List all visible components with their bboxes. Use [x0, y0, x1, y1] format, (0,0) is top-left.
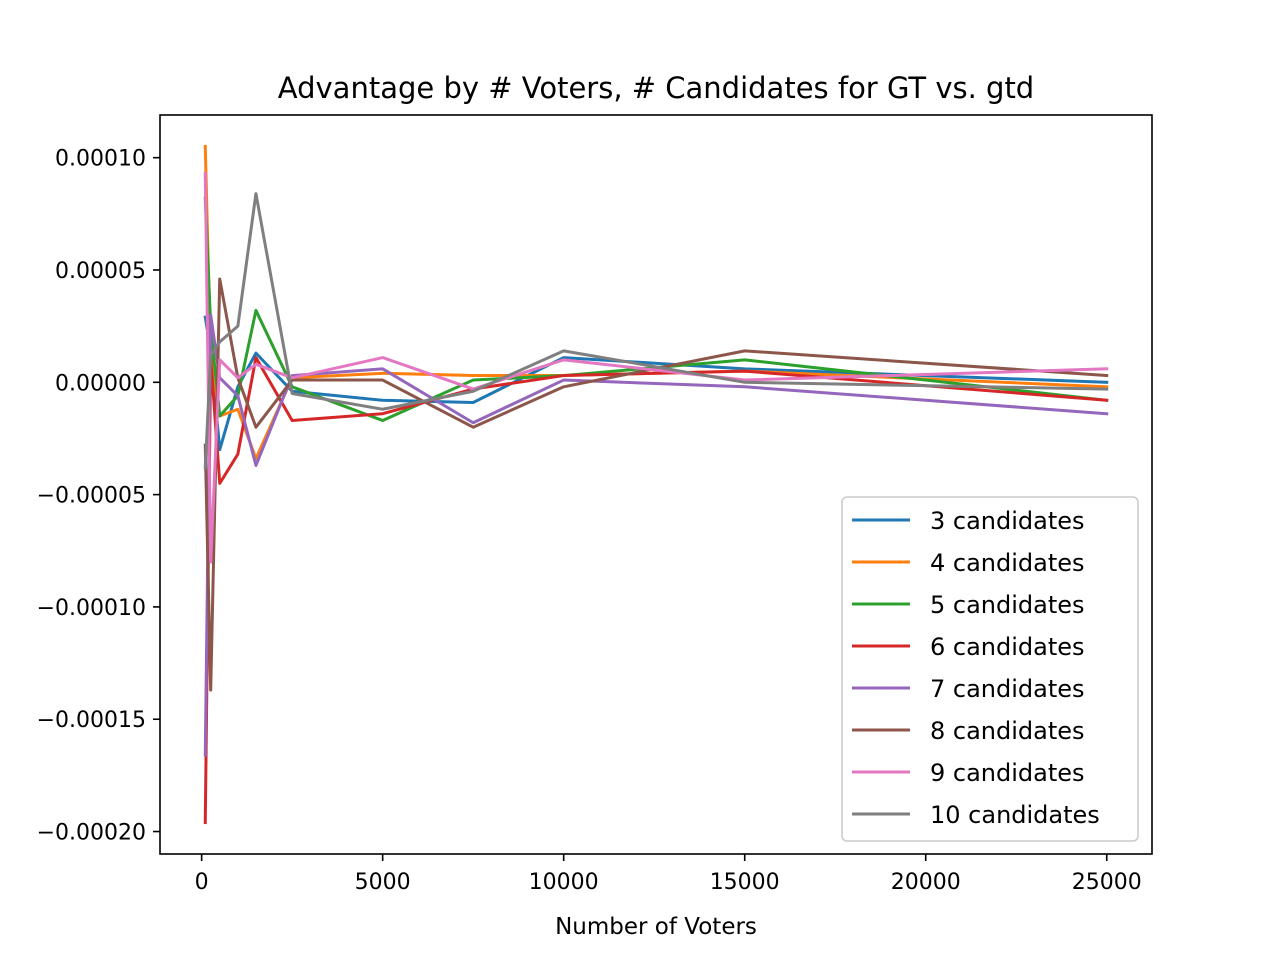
legend-label: 4 candidates [930, 549, 1085, 577]
x-tick-label: 15000 [710, 870, 780, 895]
y-tick-label: −0.00020 [37, 821, 146, 846]
x-tick-label: 5000 [355, 870, 411, 895]
series-line-8 [203, 192, 1109, 470]
x-axis-title: Number of Voters [555, 914, 757, 940]
legend-label: 8 candidates [930, 717, 1085, 745]
plot-frame [159, 114, 1153, 855]
chart-title: Advantage by # Voters, # Candidates for … [278, 71, 1034, 105]
y-tick-label: 0.00010 [55, 147, 146, 172]
y-tick-label: 0.00000 [55, 371, 146, 396]
legend-label: 9 candidates [930, 759, 1085, 787]
x-tick-label: 20000 [891, 870, 961, 895]
plot-area: 0 5000 10000 15000 20000 25000 0.00010 0.00005 0… [37, 114, 1153, 895]
y-tick-label: −0.00005 [37, 484, 146, 509]
legend: 3 candidates 4 candidates 5 candidates 6 ca… [841, 496, 1139, 842]
y-tick-label: −0.00010 [37, 596, 146, 621]
y-tick-label: 0.00005 [55, 259, 146, 284]
legend-label: 6 candidates [930, 633, 1085, 661]
y-tick-label: −0.00015 [37, 708, 146, 733]
x-tick-label: 10000 [529, 870, 599, 895]
legend-label: 7 candidates [930, 675, 1085, 703]
legend-box [841, 496, 1139, 842]
legend-label: 10 candidates [930, 801, 1100, 829]
legend-label: 5 candidates [930, 591, 1085, 619]
series-line-7 [203, 171, 1109, 564]
x-tick-label: 0 [195, 870, 209, 895]
legend-label: 3 candidates [930, 507, 1085, 535]
x-tick-label: 25000 [1072, 870, 1142, 895]
